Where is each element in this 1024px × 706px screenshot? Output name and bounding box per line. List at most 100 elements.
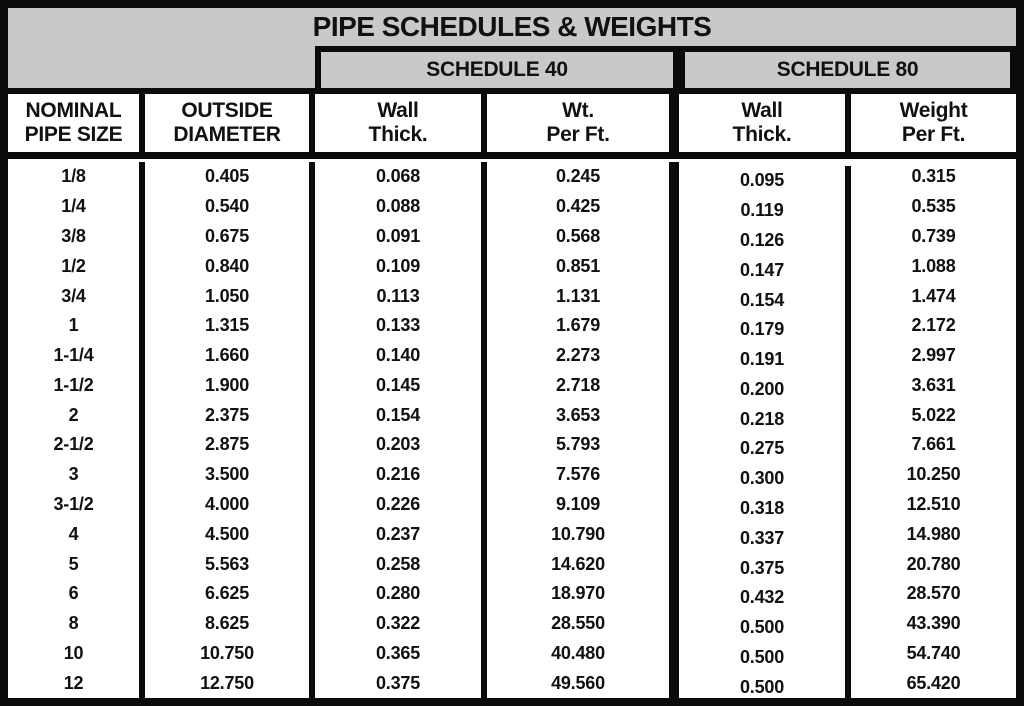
table-row: 2-1/2 2.875 0.203 5.793 0.275 7.661	[8, 430, 1016, 464]
schedule-row-spacer	[8, 46, 315, 88]
table-row: 3 3.500 0.216 7.576 0.300 10.250	[8, 459, 1016, 494]
column-header-sch40-wt-per-ft: Wt. Per Ft.	[487, 94, 679, 152]
cell-sch40-wall-thick: 0.216	[315, 459, 487, 490]
cell-sch40-wall-thick: 0.365	[315, 638, 487, 669]
table-row: 1/2 0.840 0.109 0.851 0.147 1.088	[8, 251, 1016, 286]
cell-outside-diameter: 1.050	[145, 281, 315, 311]
cell-nominal-pipe-size: 2-1/2	[8, 430, 145, 460]
cell-outside-diameter: 6.625	[145, 578, 315, 609]
table-row: 10 10.750 0.365 40.480 0.500 54.740	[8, 638, 1016, 673]
column-header-row: NOMINAL PIPE SIZE OUTSIDE DIAMETER Wall …	[8, 94, 1016, 159]
cell-sch80-weight-per-ft: 20.780	[906, 553, 961, 574]
cell-sch40-wall-thick: 0.068	[315, 162, 487, 192]
cell-outside-diameter: 1.900	[145, 370, 315, 401]
cell-sch40-wt-per-ft: 1.131	[487, 281, 679, 311]
column-header-line: DIAMETER	[173, 123, 281, 146]
cell-sch80-wall-thick: 0.337	[679, 523, 851, 554]
table-row: 3/8 0.675 0.091 0.568 0.126 0.739	[8, 221, 1016, 256]
cell-sch40-wall-thick: 0.203	[315, 430, 487, 460]
cell-sch40-wt-per-ft: 0.425	[487, 191, 679, 222]
table-row: 3/4 1.050 0.113 1.131 0.154 1.474	[8, 281, 1016, 315]
cell-sch80-weight-per-ft: 1.088	[911, 255, 956, 276]
column-header-line: Wall	[741, 99, 783, 123]
cell-sch80-weight-per-ft: 43.390	[906, 613, 961, 634]
cell-sch80-weight-per-ft: 2.997	[911, 345, 956, 366]
cell-sch80-weight-per-ft: 5.022	[911, 404, 956, 425]
cell-sch40-wall-thick: 0.109	[315, 251, 487, 282]
cell-nominal-pipe-size: 3/8	[8, 221, 145, 252]
table-row: 1/4 0.540 0.088 0.425 0.119 0.535	[8, 191, 1016, 226]
cell-nominal-pipe-size: 1/2	[8, 251, 145, 282]
schedule-40-group-header: SCHEDULE 40	[315, 46, 679, 88]
column-header-sch80-wall-thick: Wall Thick.	[679, 94, 851, 152]
cell-outside-diameter: 0.840	[145, 251, 315, 282]
cell-outside-diameter: 4.000	[145, 489, 315, 520]
cell-sch80-weight-per-ft: 0.315	[911, 166, 956, 187]
cell-nominal-pipe-size: 1/4	[8, 191, 145, 222]
cell-sch40-wall-thick: 0.280	[315, 578, 487, 609]
cell-sch40-wt-per-ft: 14.620	[487, 549, 679, 579]
table-body: 1/8 0.405 0.068 0.245 0.095 0.315 1/4 0.540 0.08…	[8, 159, 1016, 698]
cell-sch80-wall-thick: 0.126	[679, 225, 851, 256]
table-row: 2 2.375 0.154 3.653 0.218 5.022	[8, 400, 1016, 435]
cell-sch40-wt-per-ft: 40.480	[487, 638, 679, 669]
cell-outside-diameter: 2.875	[145, 430, 315, 460]
table-row: 4 4.500 0.237 10.790 0.337 14.980	[8, 519, 1016, 554]
cell-sch80-wall-thick: 0.375	[679, 553, 851, 583]
column-header-line: OUTSIDE	[181, 99, 273, 123]
cell-outside-diameter: 12.750	[145, 668, 315, 698]
cell-sch40-wall-thick: 0.154	[315, 400, 487, 431]
cell-nominal-pipe-size: 1	[8, 310, 145, 341]
cell-sch40-wt-per-ft: 2.273	[487, 340, 679, 371]
cell-outside-diameter: 4.500	[145, 519, 315, 550]
cell-sch40-wall-thick: 0.145	[315, 370, 487, 401]
cell-sch80-wall-thick: 0.318	[679, 493, 851, 524]
cell-sch40-wt-per-ft: 9.109	[487, 489, 679, 520]
table-header-band: PIPE SCHEDULES & WEIGHTS SCHEDULE 40 SCH…	[8, 8, 1016, 94]
cell-sch80-weight-per-ft: 7.661	[911, 434, 956, 455]
cell-nominal-pipe-size: 4	[8, 519, 145, 550]
column-header-outside-diameter: OUTSIDE DIAMETER	[145, 94, 315, 152]
cell-outside-diameter: 0.675	[145, 221, 315, 252]
cell-sch40-wt-per-ft: 1.679	[487, 310, 679, 341]
cell-outside-diameter: 1.315	[145, 310, 315, 341]
cell-outside-diameter: 0.405	[145, 162, 315, 192]
cell-sch80-wall-thick: 0.191	[679, 344, 851, 375]
table-row: 6 6.625 0.280 18.970 0.432 28.570	[8, 578, 1016, 613]
cell-nominal-pipe-size: 3/4	[8, 281, 145, 311]
table-row: 1/8 0.405 0.068 0.245 0.095 0.315	[8, 162, 1016, 196]
column-header-line: Thick.	[732, 123, 792, 146]
cell-nominal-pipe-size: 10	[8, 638, 145, 669]
cell-sch80-weight-per-ft: 65.420	[906, 672, 961, 693]
cell-nominal-pipe-size: 1/8	[8, 162, 145, 192]
cell-outside-diameter: 2.375	[145, 400, 315, 431]
column-header-sch80-weight-per-ft: Weight Per Ft.	[851, 94, 1016, 152]
cell-nominal-pipe-size: 12	[8, 668, 145, 698]
table-row: 5 5.563 0.258 14.620 0.375 20.780	[8, 549, 1016, 583]
cell-sch40-wt-per-ft: 10.790	[487, 519, 679, 550]
cell-sch40-wall-thick: 0.322	[315, 608, 487, 639]
cell-sch80-weight-per-ft: 2.172	[911, 315, 956, 336]
cell-sch80-wall-thick: 0.300	[679, 463, 851, 494]
table-row: 1-1/4 1.660 0.140 2.273 0.191 2.997	[8, 340, 1016, 375]
column-header-sch40-wall-thick: Wall Thick.	[315, 94, 487, 152]
cell-sch40-wt-per-ft: 49.560	[487, 668, 679, 698]
cell-sch80-weight-per-ft: 0.535	[911, 196, 956, 217]
schedule-group-row: SCHEDULE 40 SCHEDULE 80	[8, 46, 1016, 88]
cell-sch40-wall-thick: 0.091	[315, 221, 487, 252]
cell-sch40-wall-thick: 0.237	[315, 519, 487, 550]
cell-sch80-wall-thick: 0.500	[679, 672, 851, 698]
cell-nominal-pipe-size: 6	[8, 578, 145, 609]
cell-sch80-wall-thick: 0.154	[679, 285, 851, 315]
cell-sch40-wt-per-ft: 5.793	[487, 430, 679, 460]
cell-nominal-pipe-size: 1-1/4	[8, 340, 145, 371]
cell-sch40-wt-per-ft: 3.653	[487, 400, 679, 431]
cell-sch40-wt-per-ft: 0.568	[487, 221, 679, 252]
cell-sch40-wt-per-ft: 0.245	[487, 162, 679, 192]
cell-sch40-wt-per-ft: 2.718	[487, 370, 679, 401]
cell-outside-diameter: 1.660	[145, 340, 315, 371]
cell-sch80-weight-per-ft: 28.570	[906, 583, 961, 604]
cell-sch80-weight-per-ft: 0.739	[911, 225, 956, 246]
cell-nominal-pipe-size: 3	[8, 459, 145, 490]
